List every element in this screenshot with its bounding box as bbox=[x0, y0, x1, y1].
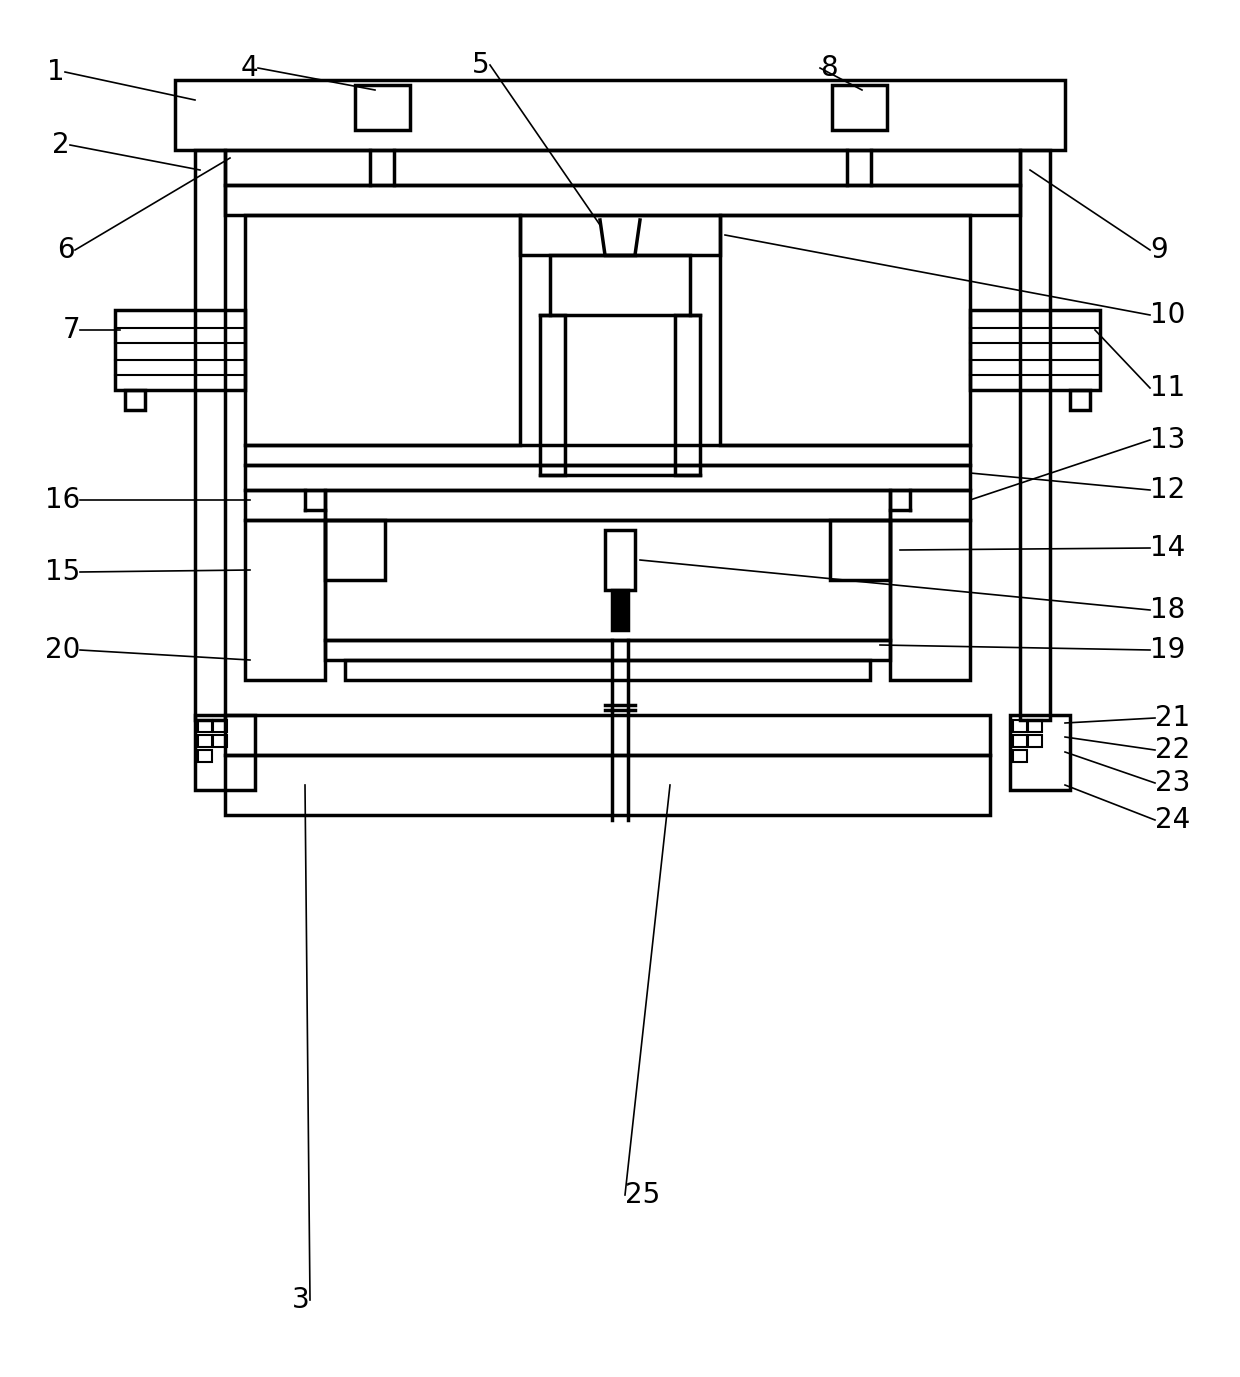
Bar bbox=[198, 735, 212, 746]
Bar bbox=[213, 735, 227, 746]
Text: 23: 23 bbox=[1154, 768, 1190, 797]
Bar bbox=[325, 521, 890, 640]
Text: 16: 16 bbox=[45, 486, 81, 514]
Bar bbox=[890, 490, 970, 521]
Bar bbox=[125, 390, 145, 410]
Bar bbox=[195, 150, 224, 720]
Bar bbox=[195, 715, 255, 790]
Bar bbox=[345, 660, 870, 680]
Text: 4: 4 bbox=[241, 54, 258, 83]
Bar bbox=[213, 720, 227, 733]
Bar bbox=[224, 755, 990, 815]
Text: 19: 19 bbox=[1149, 636, 1185, 664]
Text: 11: 11 bbox=[1149, 375, 1185, 402]
Bar bbox=[198, 720, 212, 733]
Bar bbox=[224, 150, 1021, 185]
Bar bbox=[1021, 150, 1050, 720]
Bar bbox=[970, 310, 1100, 390]
Text: 18: 18 bbox=[1149, 596, 1185, 624]
Text: 8: 8 bbox=[820, 54, 838, 83]
Text: 5: 5 bbox=[472, 51, 490, 78]
Bar bbox=[325, 640, 890, 660]
Text: 24: 24 bbox=[1154, 806, 1190, 834]
Bar bbox=[1013, 735, 1027, 746]
Bar bbox=[1028, 720, 1042, 733]
Bar bbox=[520, 215, 720, 255]
Text: 9: 9 bbox=[1149, 235, 1168, 264]
Bar bbox=[175, 80, 1065, 150]
Bar bbox=[325, 490, 890, 521]
Bar bbox=[1070, 390, 1090, 410]
Text: 13: 13 bbox=[1149, 425, 1185, 454]
Text: 7: 7 bbox=[62, 315, 81, 344]
Bar bbox=[115, 310, 246, 390]
Bar bbox=[613, 589, 627, 631]
Bar bbox=[832, 85, 887, 129]
Bar bbox=[224, 185, 1021, 215]
Bar bbox=[325, 521, 384, 580]
Bar bbox=[539, 315, 565, 475]
Bar bbox=[224, 715, 990, 755]
Text: 25: 25 bbox=[625, 1181, 660, 1209]
Bar bbox=[720, 215, 970, 445]
Text: 3: 3 bbox=[293, 1286, 310, 1314]
Bar bbox=[605, 530, 635, 589]
Text: 21: 21 bbox=[1154, 704, 1190, 733]
Bar bbox=[246, 490, 325, 521]
Bar bbox=[1028, 735, 1042, 746]
Bar bbox=[1011, 715, 1070, 790]
Bar bbox=[198, 750, 212, 761]
Bar bbox=[830, 521, 890, 580]
Bar bbox=[1013, 720, 1027, 733]
Text: 1: 1 bbox=[47, 58, 64, 85]
Text: 12: 12 bbox=[1149, 476, 1185, 504]
Text: 6: 6 bbox=[57, 235, 74, 264]
Bar bbox=[246, 215, 520, 445]
Bar bbox=[675, 315, 701, 475]
Bar bbox=[890, 521, 970, 680]
Bar bbox=[551, 255, 689, 315]
Bar bbox=[246, 465, 970, 490]
Bar bbox=[246, 521, 325, 680]
Bar bbox=[1013, 750, 1027, 761]
Bar bbox=[246, 445, 970, 465]
Text: 20: 20 bbox=[45, 636, 81, 664]
Text: 2: 2 bbox=[52, 131, 69, 158]
Bar bbox=[355, 85, 410, 129]
Text: 14: 14 bbox=[1149, 534, 1185, 562]
Text: 15: 15 bbox=[45, 558, 81, 587]
Text: 10: 10 bbox=[1149, 302, 1185, 329]
Text: 22: 22 bbox=[1154, 735, 1190, 764]
